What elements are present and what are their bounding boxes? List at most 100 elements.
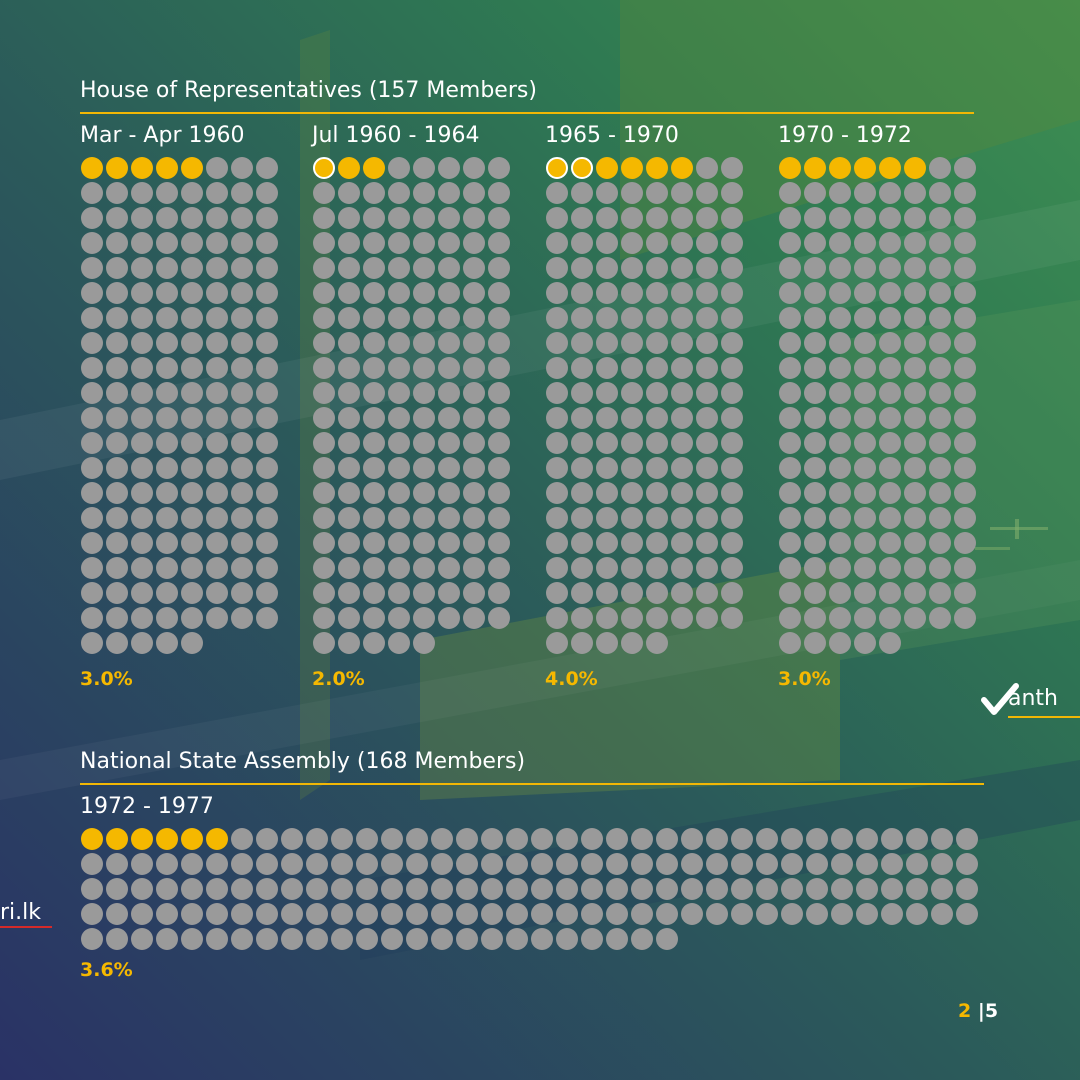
member-dot [156,307,178,329]
member-dot [804,457,826,479]
waffle-1 [313,157,510,654]
member-dot [181,282,203,304]
member-dot [206,157,228,179]
member-dot [81,457,103,479]
member-dot [231,332,253,354]
member-dot [413,357,435,379]
member-dot [388,407,410,429]
member-dot [804,507,826,529]
member-dot [181,482,203,504]
member-dot [206,853,228,875]
member-dot [706,878,728,900]
member-dot [256,182,278,204]
member-dot [646,332,668,354]
member-dot [954,332,976,354]
member-dot [804,382,826,404]
member-dot [854,407,876,429]
member-dot [131,332,153,354]
member-dot [779,407,801,429]
member-dot [954,507,976,529]
member-dot [363,182,385,204]
member-dot [388,482,410,504]
member-dot [806,853,828,875]
member-dot [313,632,335,654]
member-dot [879,182,901,204]
member-dot [338,407,360,429]
member-dot [363,207,385,229]
member-dot [381,928,403,950]
chart-title-3: 1970 - 1972 [778,123,912,148]
member-dot [81,482,103,504]
member-dot [854,257,876,279]
member-dot [929,532,951,554]
member-dot [671,182,693,204]
member-dot [463,182,485,204]
member-dot [929,257,951,279]
member-dot [546,457,568,479]
member-dot [313,582,335,604]
member-dot [696,407,718,429]
member-dot [546,282,568,304]
member-dot-highlighted [81,828,103,850]
member-dot [438,257,460,279]
member-dot [206,482,228,504]
member-dot [231,482,253,504]
member-dot [779,482,801,504]
member-dot [131,232,153,254]
member-dot [954,307,976,329]
member-dot [81,357,103,379]
page-indicator: 2 |5 [958,1000,998,1022]
member-dot [879,357,901,379]
member-dot [106,207,128,229]
member-dot [779,382,801,404]
member-dot [646,182,668,204]
member-dot [731,903,753,925]
member-dot [671,532,693,554]
member-dot [804,482,826,504]
member-dot [571,382,593,404]
member-dot [931,828,953,850]
member-dot [779,507,801,529]
member-dot [313,482,335,504]
member-dot [879,207,901,229]
member-dot [804,182,826,204]
member-dot [879,532,901,554]
member-dot [131,482,153,504]
member-dot [856,853,878,875]
member-dot [481,878,503,900]
member-dot [313,607,335,629]
member-dot [779,332,801,354]
member-dot [556,928,578,950]
member-dot [356,853,378,875]
member-dot [206,928,228,950]
member-dot [131,532,153,554]
member-dot [156,557,178,579]
member-dot [388,532,410,554]
member-dot [481,928,503,950]
member-dot [81,903,103,925]
member-dot [546,332,568,354]
member-dot [546,507,568,529]
member-dot [256,382,278,404]
member-dot [696,457,718,479]
member-dot [781,878,803,900]
page-separator: | [977,1000,985,1022]
member-dot [931,853,953,875]
member-dot [621,282,643,304]
member-dot [546,182,568,204]
member-dot [646,282,668,304]
member-dot [231,582,253,604]
house-section-title: House of Representatives (157 Members) [80,78,537,103]
member-dot [181,878,203,900]
member-dot [313,382,335,404]
member-dot [313,532,335,554]
member-dot [621,207,643,229]
member-dot [904,432,926,454]
member-dot [606,878,628,900]
member-dot [546,607,568,629]
member-dot [696,482,718,504]
member-dot [671,582,693,604]
member-dot [256,232,278,254]
member-dot [231,182,253,204]
member-dot [779,307,801,329]
